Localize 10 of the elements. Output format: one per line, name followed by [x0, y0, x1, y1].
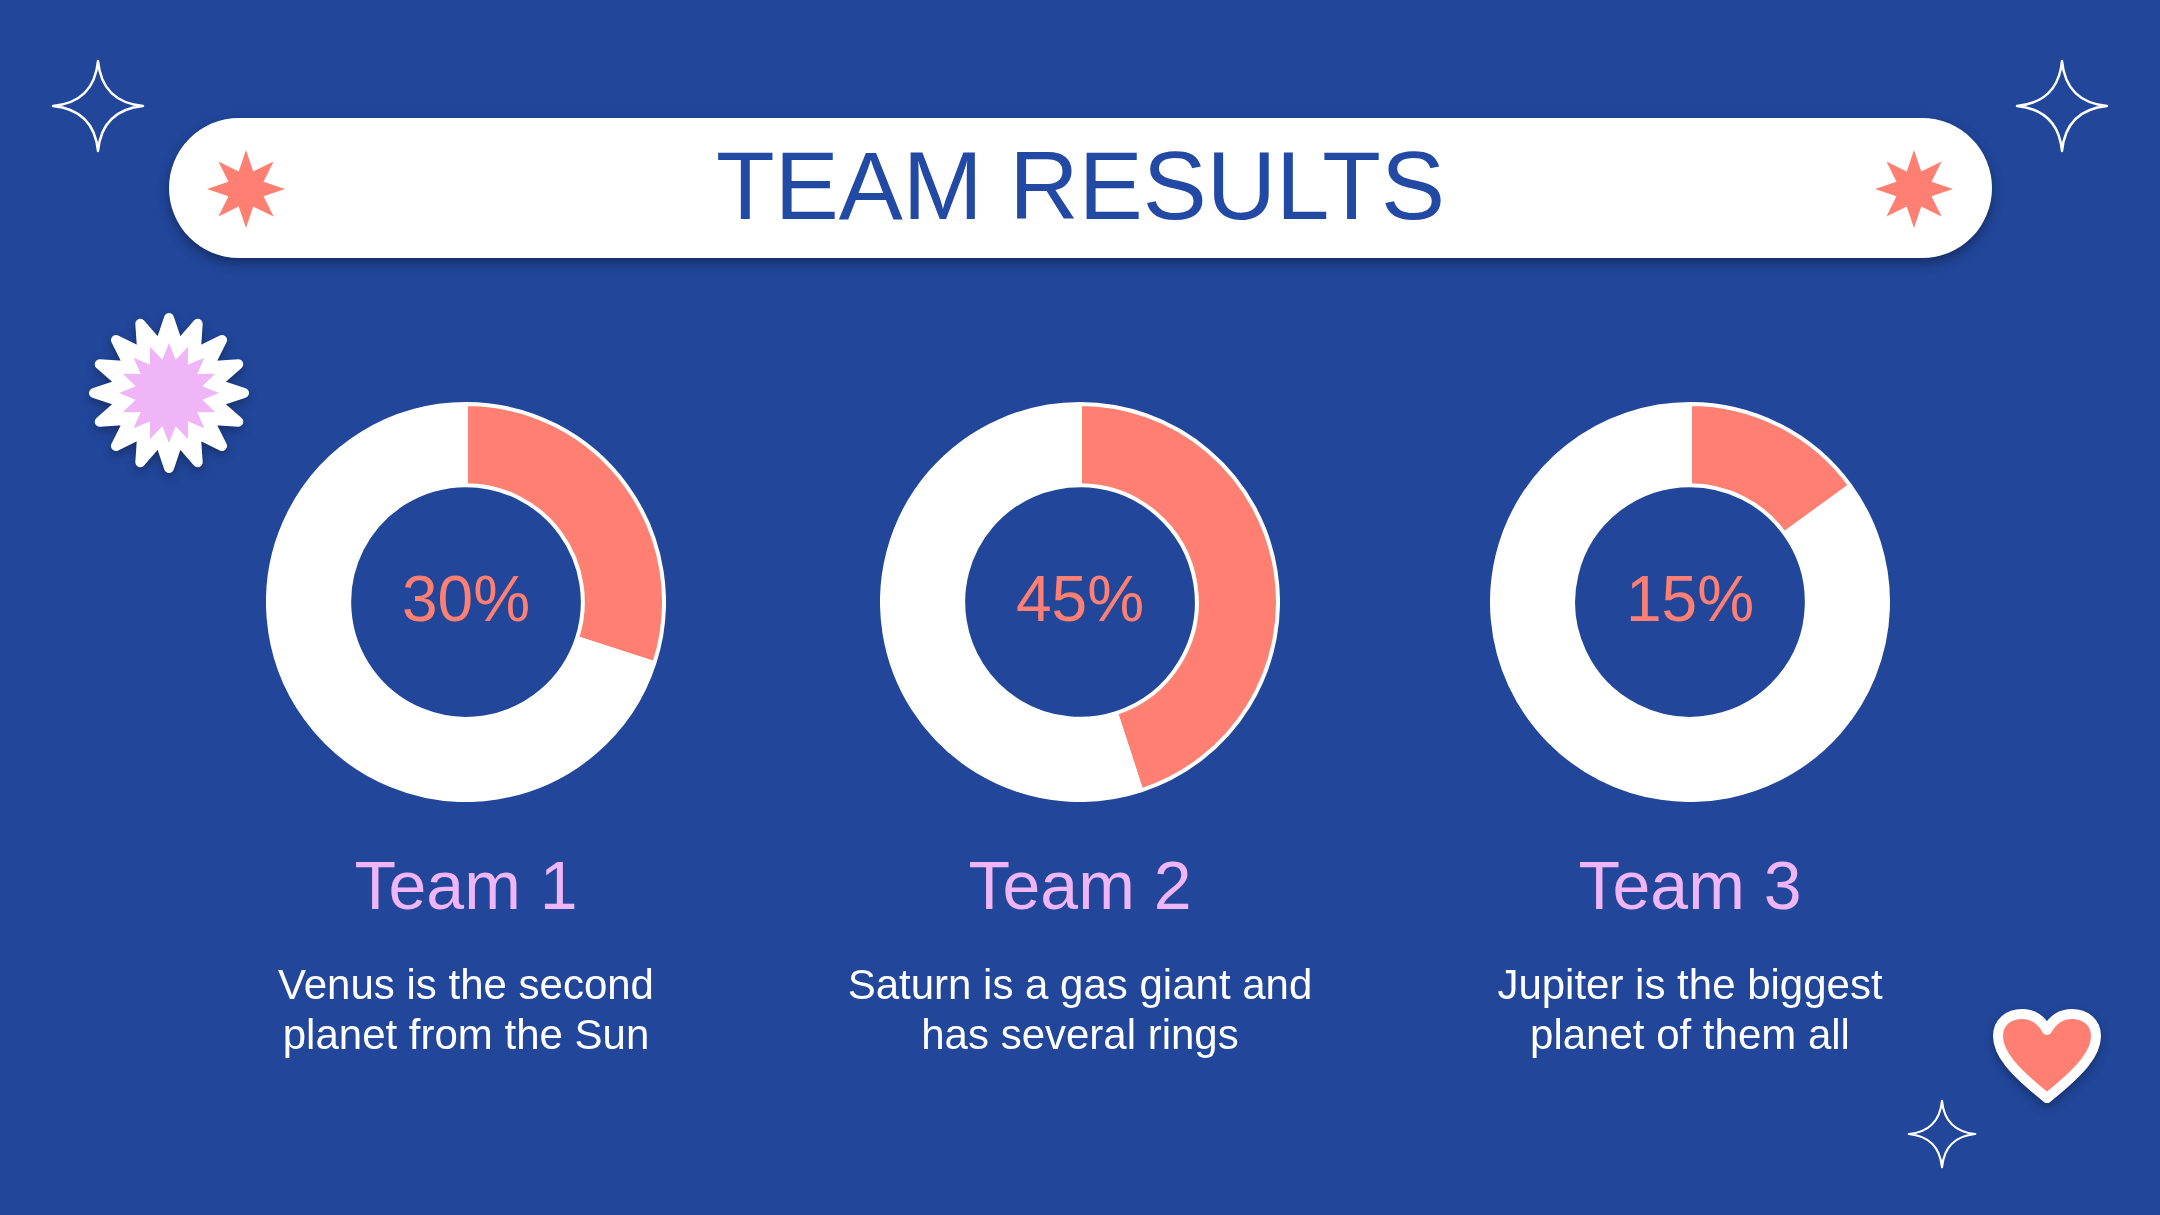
text: 15% — [1625, 562, 1755, 637]
text: Team 2 — [968, 846, 1192, 925]
text: Team 1 — [354, 846, 578, 925]
text: 30% — [401, 562, 531, 637]
text: TEAM RESULTS — [716, 131, 1445, 241]
text: Venus is the second planet from the Sun — [277, 960, 655, 1060]
text: 45% — [1015, 562, 1145, 637]
text: Jupiter is the biggest planet of them all — [1496, 960, 1884, 1060]
text: Saturn is a gas giant and has several rings — [846, 960, 1314, 1060]
text: Team 3 — [1578, 846, 1802, 925]
